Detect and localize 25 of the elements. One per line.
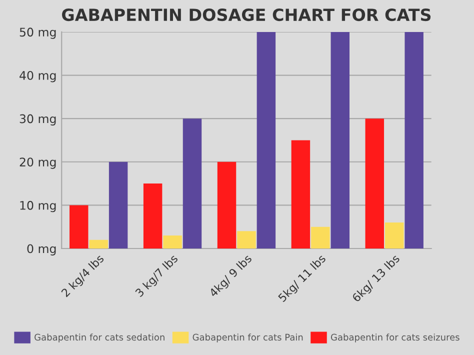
bar bbox=[182, 118, 202, 248]
bar bbox=[365, 118, 384, 248]
chart-title: GABAPENTIN DOSAGE CHART FOR CATS bbox=[62, 8, 431, 22]
bar bbox=[311, 226, 330, 248]
legend-label: Gabapentin for cats Pain bbox=[192, 334, 303, 342]
bar bbox=[89, 240, 108, 248]
bar bbox=[404, 32, 424, 248]
bar bbox=[291, 140, 310, 248]
bar bbox=[385, 222, 404, 248]
y-tick-label: 20 mg bbox=[20, 158, 56, 169]
legend-label: Gabapentin for cats sedation bbox=[34, 334, 164, 342]
y-tick-label: 10 mg bbox=[20, 200, 56, 212]
y-tick-label: 30 mg bbox=[20, 114, 56, 126]
bar bbox=[108, 162, 128, 248]
bar bbox=[143, 184, 162, 248]
y-tick-label: 40 mg bbox=[20, 70, 56, 82]
bar bbox=[237, 231, 256, 248]
bar bbox=[217, 162, 236, 248]
legend-label: Gabapentin for cats seizures bbox=[330, 334, 460, 342]
bar bbox=[163, 236, 182, 248]
y-tick-label: 0 mg bbox=[27, 244, 56, 256]
bar bbox=[330, 32, 350, 248]
bar bbox=[256, 32, 276, 248]
y-tick-label: 50 mg bbox=[20, 28, 56, 39]
bar bbox=[70, 205, 88, 248]
